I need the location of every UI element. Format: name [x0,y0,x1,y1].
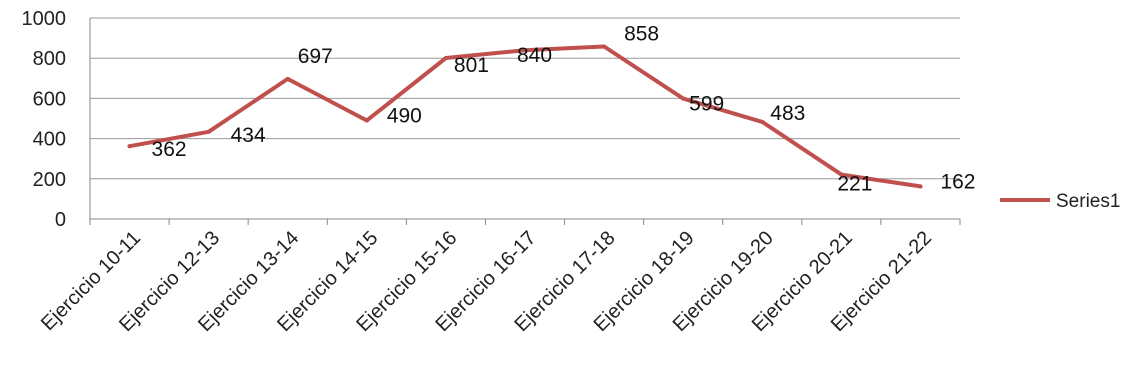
data-point [918,184,923,189]
data-point [681,96,686,101]
data-point [285,76,290,81]
data-label: 434 [231,124,266,147]
y-tick-label: 200 [33,169,66,191]
y-tick-label: 0 [55,209,66,231]
data-point [839,172,844,177]
y-tick-label: 800 [33,48,66,70]
data-label: 599 [689,93,724,116]
data-label: 362 [152,138,187,161]
data-point [364,118,369,123]
series-layer [127,44,923,189]
data-point [760,119,765,124]
y-tick-label: 1000 [22,8,67,30]
data-point [602,44,607,49]
data-label: 221 [837,173,872,196]
data-label: 483 [770,102,805,125]
data-label: 840 [517,44,552,67]
data-point [127,144,132,149]
legend: Series1 [1000,191,1120,212]
data-label: 490 [387,105,422,128]
data-label: 801 [454,54,489,77]
gridlines [90,17,960,180]
y-tick-label: 600 [33,88,66,110]
data-label: 162 [940,170,975,193]
data-labels: 362 434 697 490 801 840 858 599 483 221 162 [152,23,976,196]
y-tick-label: 400 [33,129,66,151]
y-axis: 0 200 400 600 800 1000 [22,8,91,231]
data-label: 858 [624,23,659,46]
data-point [523,48,527,53]
data-point [206,129,211,134]
data-label: 697 [298,45,333,68]
legend-label: Series1 [1056,191,1120,212]
data-point [443,55,448,60]
